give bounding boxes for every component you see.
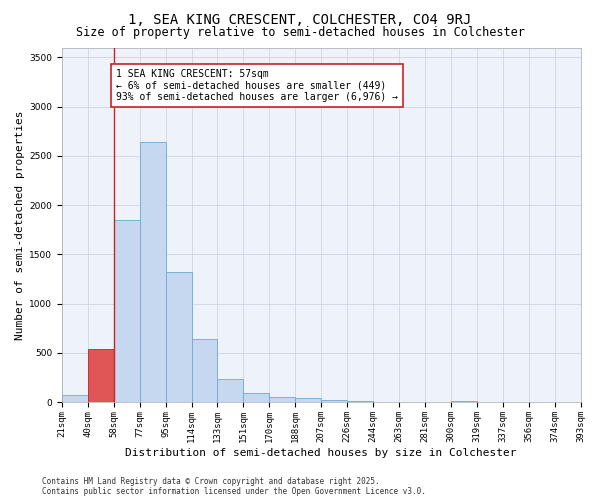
Text: Size of property relative to semi-detached houses in Colchester: Size of property relative to semi-detach… [76, 26, 524, 39]
Bar [321, 400, 347, 402]
Text: 1, SEA KING CRESCENT, COLCHESTER, CO4 9RJ: 1, SEA KING CRESCENT, COLCHESTER, CO4 9R… [128, 12, 472, 26]
Bar [62, 395, 88, 402]
Bar [114, 220, 140, 402]
X-axis label: Distribution of semi-detached houses by size in Colchester: Distribution of semi-detached houses by … [125, 448, 517, 458]
Bar [244, 393, 269, 402]
Bar [347, 401, 373, 402]
Bar [88, 350, 114, 402]
Bar [269, 396, 295, 402]
Bar [451, 400, 477, 402]
Bar [166, 272, 191, 402]
Y-axis label: Number of semi-detached properties: Number of semi-detached properties [15, 110, 25, 340]
Text: Contains HM Land Registry data © Crown copyright and database right 2025.
Contai: Contains HM Land Registry data © Crown c… [42, 476, 426, 496]
Bar [140, 142, 166, 402]
Bar [191, 339, 217, 402]
Bar [217, 380, 244, 402]
Text: 1 SEA KING CRESCENT: 57sqm
← 6% of semi-detached houses are smaller (449)
93% of: 1 SEA KING CRESCENT: 57sqm ← 6% of semi-… [116, 69, 398, 102]
Bar [295, 398, 321, 402]
